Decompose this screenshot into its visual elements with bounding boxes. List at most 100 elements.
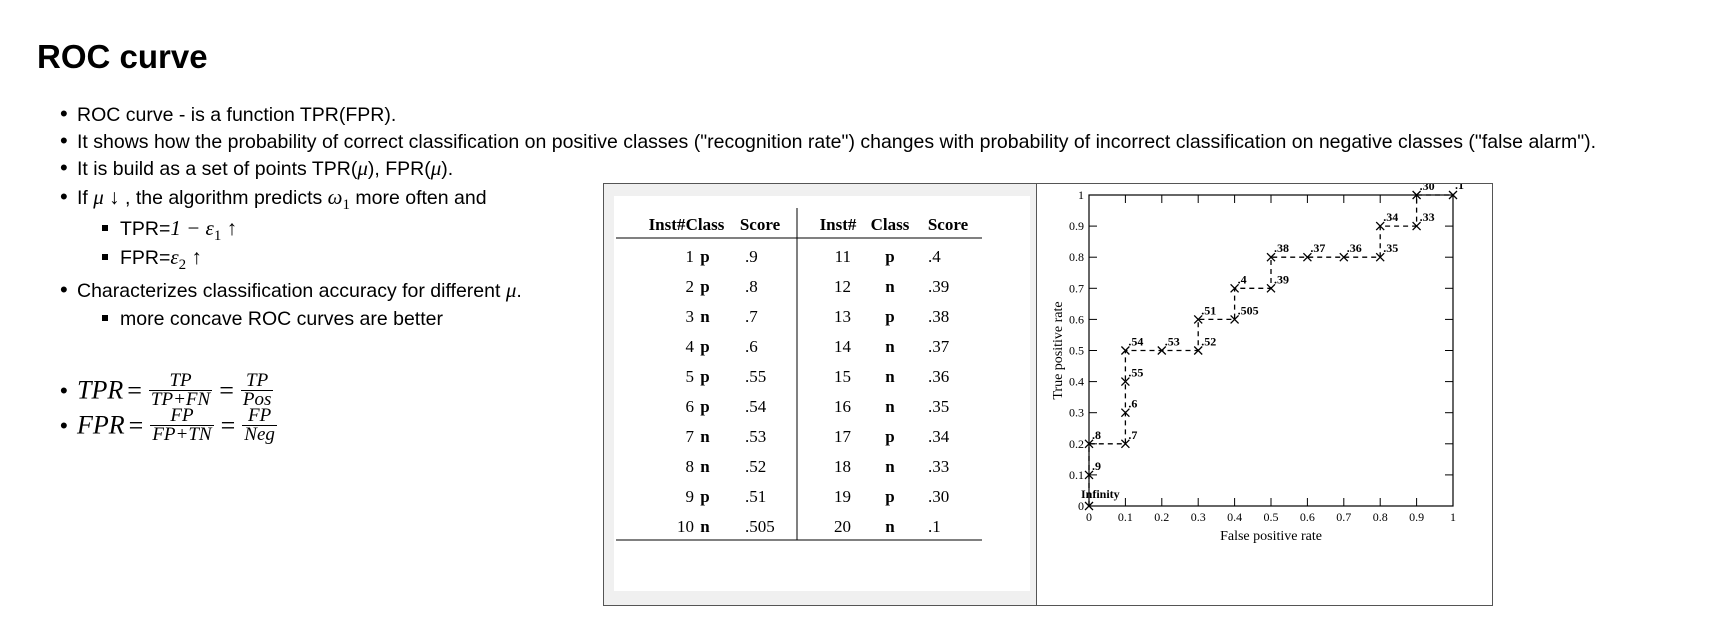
table-cell: 8: [686, 457, 695, 476]
equals-sign: =: [128, 410, 144, 440]
bullet-roc-definition: • ROC curve - is a function TPR(FPR).: [60, 101, 396, 128]
table-cell: 16: [834, 397, 851, 416]
y-tick-label: 0: [1078, 499, 1084, 513]
subbullet-fpr: FPR=ε2 ↑: [102, 244, 202, 278]
roc-point-label: .36: [1347, 241, 1362, 255]
table-cell: 4: [686, 337, 695, 356]
bullet-text: TPR=: [120, 218, 171, 240]
table-cell: .30: [928, 487, 949, 506]
roc-point-marker: [1230, 283, 1240, 293]
roc-point-label: .37: [1310, 241, 1325, 255]
epsilon-subscript: 2: [178, 256, 187, 273]
roc-point-marker: [1120, 408, 1130, 418]
bullet-dot: •: [60, 377, 68, 403]
table-cell: .4: [928, 247, 941, 266]
table-cell: p: [885, 487, 894, 506]
bullet-characterizes: • Characterizes classification accuracy f…: [60, 277, 522, 304]
roc-point-marker: [1266, 283, 1276, 293]
table-cell: p: [700, 337, 709, 356]
roc-point-label: .4: [1238, 272, 1247, 286]
table-cell: 19: [834, 487, 851, 506]
x-tick-label: 1: [1450, 510, 1456, 524]
table-cell: 2: [686, 277, 695, 296]
roc-point-marker: [1339, 252, 1349, 262]
x-tick-label: 0.9: [1409, 510, 1424, 524]
roc-point-marker: [1266, 252, 1276, 262]
table-header-cell: Score: [928, 215, 969, 234]
fpr-formula: • FPR = FP FP+TN = FP Neg: [60, 406, 280, 444]
y-tick-label: 0.5: [1069, 344, 1084, 358]
square-bullet: [102, 225, 108, 231]
table-cell: 11: [835, 247, 851, 266]
table-header-cell: Score: [740, 215, 781, 234]
fraction: FP FP+TN: [150, 406, 214, 444]
math-expression: ε: [170, 245, 179, 269]
x-tick-label: 0.5: [1264, 510, 1279, 524]
square-bullet: [102, 315, 108, 321]
roc-point-marker: [1084, 501, 1094, 511]
roc-point-marker: [1193, 314, 1203, 324]
x-tick-label: 0.2: [1154, 510, 1169, 524]
table-cell: .36: [928, 367, 949, 386]
roc-point-label: .35: [1383, 241, 1398, 255]
tpr-formula: • TPR = TP TP+FN = TP Pos: [60, 371, 276, 409]
table-cell: .9: [745, 247, 758, 266]
table-header-cell: Class: [871, 215, 910, 234]
table-cell: 10: [677, 517, 694, 536]
table-cell: 17: [834, 427, 852, 446]
numerator: TP: [148, 371, 213, 391]
subbullet-concave: more concave ROC curves are better: [102, 306, 443, 332]
mu-symbol: μ: [430, 156, 442, 180]
roc-point-marker: [1193, 346, 1203, 355]
table-cell: n: [885, 367, 895, 386]
bullet-text: Characterizes classification accuracy fo…: [77, 280, 506, 302]
roc-point-marker: [1230, 314, 1240, 324]
table-cell: n: [700, 517, 710, 536]
bullet-roc-construction: • It is build as a set of points TPR(μ), …: [60, 155, 453, 182]
roc-point-marker: [1375, 252, 1385, 262]
roc-point-marker: [1120, 346, 1130, 355]
up-arrow-icon: ↑: [186, 245, 202, 269]
table-cell: .38: [928, 307, 949, 326]
table-cell: n: [885, 337, 895, 356]
table-cell: 6: [686, 397, 695, 416]
bullet-dot: •: [60, 128, 68, 153]
bullet-dot: •: [60, 101, 68, 126]
y-tick-label: 0.9: [1069, 219, 1084, 233]
y-axis-label: True positive rate: [1051, 301, 1066, 399]
table-cell: n: [885, 397, 895, 416]
omega-symbol: ω: [327, 185, 343, 209]
table-cell: .37: [928, 337, 950, 356]
table-cell: p: [700, 397, 709, 416]
table-cell: .33: [928, 457, 949, 476]
x-tick-label: 0.3: [1191, 510, 1206, 524]
x-tick-label: 0.4: [1227, 510, 1242, 524]
roc-point-marker: [1448, 190, 1458, 200]
table-cell: .6: [745, 337, 758, 356]
y-tick-label: 0.3: [1069, 406, 1084, 420]
roc-point-label: .55: [1128, 366, 1143, 380]
y-tick-label: 0.7: [1069, 281, 1084, 295]
subbullet-tpr: TPR=1 − ε1 ↑: [102, 215, 237, 249]
roc-point-label: .34: [1383, 210, 1398, 224]
table-cell: n: [885, 517, 895, 536]
table-cell: .34: [928, 427, 950, 446]
bullet-mu-decrease: • If μ ↓ , the algorithm predicts ω1 more…: [60, 184, 487, 218]
roc-point-label: .54: [1128, 335, 1143, 349]
roc-point-marker: [1120, 439, 1130, 449]
roc-point-label: .1: [1455, 184, 1464, 192]
fraction: TP TP+FN: [148, 371, 213, 409]
bullet-text: more often and: [349, 187, 487, 209]
bullet-text: more concave ROC curves are better: [120, 308, 443, 330]
table-cell: 1: [686, 247, 695, 266]
y-tick-label: 0.8: [1069, 250, 1084, 264]
bullet-text: If: [77, 187, 94, 209]
table-cell: p: [885, 247, 894, 266]
formula-lhs: FPR: [77, 410, 125, 440]
equals-sign: =: [127, 375, 142, 405]
omega-subscript: 1: [342, 196, 350, 213]
table-cell: .7: [745, 307, 758, 326]
bullet-text: .: [516, 280, 522, 302]
roc-point-marker: [1412, 190, 1422, 200]
